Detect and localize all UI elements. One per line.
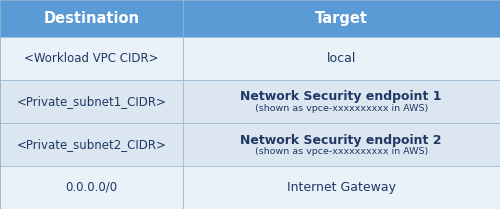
Bar	[182, 0, 500, 37]
Text: (shown as vpce-xxxxxxxxxx in AWS): (shown as vpce-xxxxxxxxxx in AWS)	[254, 104, 428, 113]
Text: local: local	[326, 52, 356, 65]
Bar	[0, 80, 182, 123]
Text: Internet Gateway: Internet Gateway	[287, 181, 396, 194]
Bar	[0, 166, 182, 209]
Bar	[0, 37, 182, 80]
Bar	[0, 0, 182, 37]
Bar	[182, 37, 500, 80]
Bar	[182, 166, 500, 209]
Text: (shown as vpce-xxxxxxxxxx in AWS): (shown as vpce-xxxxxxxxxx in AWS)	[254, 147, 428, 156]
Text: Network Security endpoint 2: Network Security endpoint 2	[240, 134, 442, 147]
Text: <Private_subnet2_CIDR>: <Private_subnet2_CIDR>	[16, 138, 166, 151]
Bar	[182, 80, 500, 123]
Text: <Workload VPC CIDR>: <Workload VPC CIDR>	[24, 52, 158, 65]
Text: Target: Target	[315, 11, 368, 26]
Bar	[0, 123, 182, 166]
Text: 0.0.0.0/0: 0.0.0.0/0	[65, 181, 118, 194]
Text: <Private_subnet1_CIDR>: <Private_subnet1_CIDR>	[16, 95, 166, 108]
Bar	[182, 123, 500, 166]
Text: Network Security endpoint 1: Network Security endpoint 1	[240, 90, 442, 103]
Text: Destination: Destination	[44, 11, 139, 26]
